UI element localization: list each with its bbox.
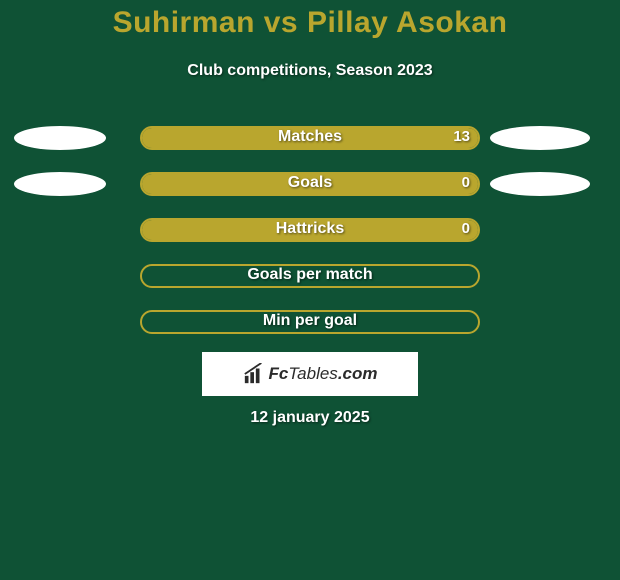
stat-row: Matches13 <box>0 126 620 152</box>
left-player-marker <box>14 126 106 150</box>
stat-label: Matches <box>140 128 480 146</box>
bars-logo-icon <box>243 363 265 385</box>
page-title: Suhirman vs Pillay Asokan <box>0 6 620 40</box>
left-player-marker <box>14 172 106 196</box>
stat-label: Min per goal <box>140 312 480 330</box>
stat-row: Min per goal <box>0 310 620 336</box>
stat-label: Goals <box>140 174 480 192</box>
right-player-marker <box>490 172 590 196</box>
stat-value-right: 0 <box>462 220 470 237</box>
logo-text-b: Tables <box>288 364 337 383</box>
stat-row: Goals0 <box>0 172 620 198</box>
logo-text-c: .com <box>338 364 378 383</box>
subtitle: Club competitions, Season 2023 <box>0 62 620 80</box>
stat-row: Hattricks0 <box>0 218 620 244</box>
stat-row: Goals per match <box>0 264 620 290</box>
logo-text-a: Fc <box>269 364 289 383</box>
stat-label: Hattricks <box>140 220 480 238</box>
stat-value-right: 13 <box>453 128 470 145</box>
stat-label: Goals per match <box>140 266 480 284</box>
logo-text: FcTables.com <box>269 364 378 384</box>
date-text: 12 january 2025 <box>0 409 620 427</box>
logo-box: FcTables.com <box>202 352 418 396</box>
comparison-infographic: Suhirman vs Pillay Asokan Club competiti… <box>0 0 620 580</box>
stat-value-right: 0 <box>462 174 470 191</box>
right-player-marker <box>490 126 590 150</box>
